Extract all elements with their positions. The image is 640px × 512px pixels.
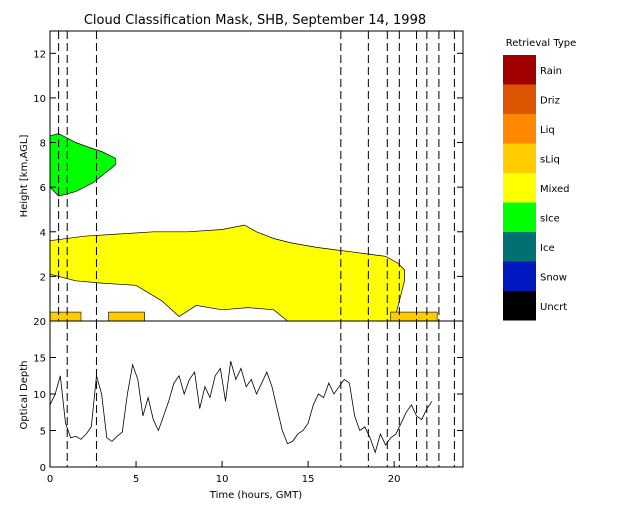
legend-label-sliq: sLiq: [540, 154, 560, 165]
optical-depth-panel: 0 5 10 15 20 0 5 10 15 20 Optical Depth Time (ho…: [19, 317, 464, 501]
retrieval-type-legend: Retrieval Type Rain Driz Liq sLiq Mixed sIce I…: [503, 38, 576, 321]
legend-swatch-snow: [503, 261, 536, 291]
cloud-layers: [49, 133, 438, 322]
optical-depth-ticks: 0 5 10 15 20: [33, 317, 463, 474]
legend-label-uncrt: Uncrt: [540, 302, 567, 313]
legend-label-mixed: Mixed: [540, 184, 570, 195]
layer-mixed: [49, 224, 405, 322]
height-tick-label: 2: [40, 272, 46, 283]
height-tick-label: 10: [33, 94, 46, 105]
time-axis-label: Time (hours, GMT): [209, 490, 303, 501]
layer-sliq-segment: [49, 311, 82, 322]
optical-depth-tick-label: 5: [40, 427, 46, 438]
legend-label-snow: Snow: [540, 272, 567, 283]
time-tick-label: 20: [388, 474, 401, 485]
time-tick-label: 15: [302, 474, 315, 485]
dashed-markers: [58, 31, 455, 321]
optical-depth-tick-label: 20: [33, 317, 46, 328]
optical-depth-tick-label: 0: [40, 463, 46, 474]
legend-swatch-uncrt: [503, 291, 536, 321]
height-tick-label: 8: [40, 139, 46, 150]
legend-label-liq: Liq: [540, 125, 555, 136]
optical-depth-tick-label: 10: [33, 390, 46, 401]
layer-sice: [49, 133, 116, 197]
legend-swatch-rain: [503, 55, 536, 85]
layer-sliq-segment: [390, 311, 438, 322]
classification-panel: 2 4 6 8 10 12 Height [km,AGL]: [19, 30, 464, 322]
height-tick-label: 6: [40, 183, 46, 194]
time-tick-label: 0: [47, 474, 53, 485]
dashed-markers: [66, 321, 455, 467]
time-tick-label: 10: [216, 474, 229, 485]
legend-title: Retrieval Type: [506, 38, 577, 49]
height-tick-label: 12: [33, 49, 46, 60]
optical-depth-tick-label: 15: [33, 354, 46, 365]
legend-label-ice: Ice: [540, 243, 555, 254]
legend-label-driz: Driz: [540, 95, 560, 106]
height-ticks: 2 4 6 8 10 12: [33, 49, 463, 283]
height-tick-label: 4: [40, 228, 46, 239]
legend-swatch-mixed: [503, 173, 536, 203]
time-tick-label: 5: [133, 474, 139, 485]
layer-sliq-segment: [108, 311, 145, 322]
legend-swatch-ice: [503, 232, 536, 262]
legend-swatch-liq: [503, 114, 536, 144]
optical-depth-series: [49, 360, 433, 454]
legend-swatch-driz: [503, 84, 536, 114]
legend-swatch-sice: [503, 202, 536, 232]
chart-title: Cloud Classification Mask, SHB, Septembe…: [84, 13, 426, 28]
legend-swatch-sliq: [503, 143, 536, 173]
time-ticks: 0 5 10 15 20: [47, 461, 401, 485]
legend-label-rain: Rain: [540, 66, 562, 77]
optical-depth-axis-label: Optical Depth: [19, 361, 30, 430]
legend-label-sice: sIce: [540, 213, 560, 224]
height-axis-label: Height [km,AGL]: [19, 135, 30, 218]
